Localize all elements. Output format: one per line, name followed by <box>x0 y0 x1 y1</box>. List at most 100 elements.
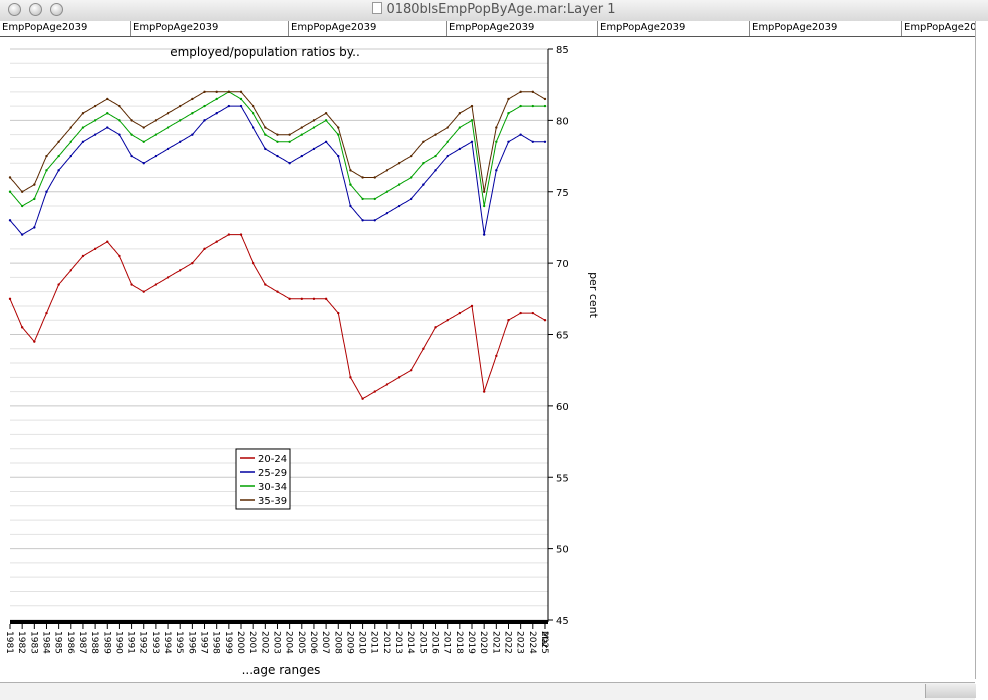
data-point <box>166 112 170 115</box>
x-axis-bar <box>10 620 548 624</box>
close-window-button[interactable] <box>8 3 21 16</box>
data-point <box>410 197 413 201</box>
data-point <box>495 169 498 172</box>
data-point <box>130 133 133 136</box>
data-point <box>397 376 401 379</box>
vertical-scrollbar[interactable] <box>975 21 988 679</box>
data-point <box>470 304 474 308</box>
x-tick-label: 2007 <box>320 631 330 654</box>
data-point <box>57 140 60 143</box>
x-tick-label: 1994 <box>162 631 172 654</box>
data-point <box>446 319 449 322</box>
data-point <box>239 90 243 94</box>
x-tick-label: 1997 <box>199 631 209 654</box>
x-tick-label: 2006 <box>308 631 318 654</box>
data-point <box>373 219 376 222</box>
x-tick-label: 2013 <box>393 631 403 654</box>
data-point <box>276 154 279 158</box>
data-point <box>373 390 376 393</box>
data-point <box>495 354 498 358</box>
data-point <box>422 162 425 165</box>
data-point <box>349 183 352 186</box>
x-tick-label: 2019 <box>466 631 476 654</box>
series-line-20-24 <box>9 234 546 400</box>
data-point <box>495 140 498 143</box>
data-point <box>288 140 291 143</box>
data-point <box>69 140 72 143</box>
data-point <box>203 90 206 94</box>
data-point <box>543 104 547 108</box>
tab-item[interactable]: EmpPopAge2039 <box>2 22 88 33</box>
data-point <box>422 183 425 186</box>
data-point <box>276 133 279 136</box>
tab-item[interactable]: EmpPopAge2039 <box>600 22 686 33</box>
data-point <box>312 297 316 301</box>
x-tick-label: 2010 <box>357 631 367 654</box>
x-tick-label: 1986 <box>65 631 75 654</box>
data-point <box>251 112 255 115</box>
tab-item[interactable]: EmpPopAge2039 <box>133 22 219 33</box>
resize-corner[interactable] <box>925 684 976 698</box>
data-point <box>154 119 158 122</box>
data-point <box>482 204 486 208</box>
data-point <box>531 104 535 108</box>
x-tick-label: 2022 <box>502 631 512 654</box>
data-point <box>81 140 85 143</box>
tab-item[interactable]: EmpPopAge2039 <box>291 22 377 33</box>
data-point <box>361 219 364 222</box>
data-point <box>227 104 231 108</box>
data-point <box>106 112 109 115</box>
legend-box <box>235 448 291 510</box>
data-point <box>239 104 243 108</box>
tab-item[interactable]: EmpPopAge2039 <box>752 22 838 33</box>
data-point <box>166 147 170 151</box>
data-point <box>385 383 389 386</box>
data-point <box>507 112 510 115</box>
data-point <box>20 326 24 329</box>
data-point <box>337 154 340 158</box>
chart-title: employed/population ratios by.. <box>170 45 360 59</box>
data-point <box>397 162 401 165</box>
y-tick-label: 70 <box>556 259 569 270</box>
tab-item[interactable]: EmpPopAge2039 <box>904 22 975 33</box>
data-point <box>361 197 364 201</box>
data-point <box>288 297 291 301</box>
data-point <box>397 183 401 186</box>
x-tick-label: 2011 <box>369 631 379 654</box>
tab-separator <box>597 21 598 36</box>
tab-separator <box>130 21 131 36</box>
minimize-window-button[interactable] <box>29 3 42 16</box>
data-point <box>543 140 547 143</box>
data-point <box>324 112 328 115</box>
data-point <box>324 119 328 122</box>
x-tick-label: 1982 <box>16 631 26 654</box>
data-point <box>495 126 498 129</box>
x-tick-label: 1990 <box>113 631 123 654</box>
data-point <box>118 254 121 258</box>
data-point <box>239 233 243 236</box>
data-point <box>203 119 206 122</box>
horizontal-scrollbar[interactable] <box>0 682 975 700</box>
y-tick-label: 55 <box>556 473 569 484</box>
data-point <box>470 119 474 122</box>
data-point <box>227 90 231 94</box>
data-point <box>203 104 206 108</box>
data-point <box>361 397 364 400</box>
data-point <box>507 140 510 143</box>
data-point <box>482 233 486 236</box>
data-point <box>300 133 303 136</box>
data-point <box>337 133 340 136</box>
data-point <box>45 311 48 315</box>
data-point <box>191 133 194 136</box>
tab-item[interactable]: EmpPopAge2039 <box>449 22 535 33</box>
x-tick-label: 1993 <box>150 631 160 654</box>
data-point <box>422 347 425 350</box>
zoom-window-button[interactable] <box>50 3 63 16</box>
data-point <box>106 126 109 129</box>
data-point <box>434 169 437 172</box>
x-tick-label: 1995 <box>174 631 184 654</box>
data-point <box>20 190 24 193</box>
x-tick-label: 1983 <box>28 631 38 654</box>
data-point <box>434 154 437 158</box>
